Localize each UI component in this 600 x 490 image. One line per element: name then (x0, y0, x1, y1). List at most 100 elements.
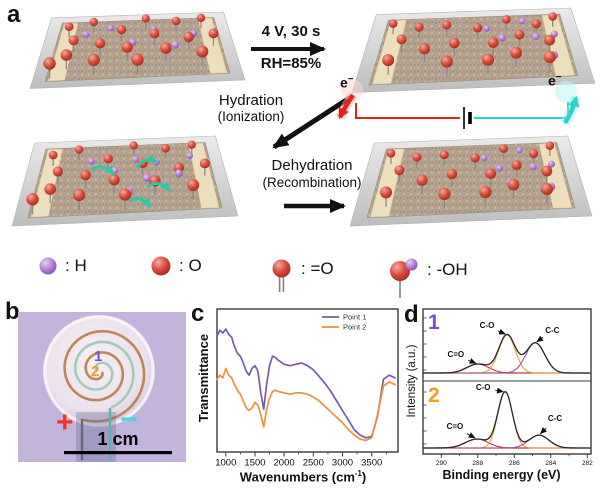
hydrogen-ball-icon (39, 257, 57, 275)
molecule-oxygen (416, 174, 428, 194)
molecule-oxygen (414, 22, 424, 39)
proton-migration-arrow (135, 153, 158, 169)
xps-peak-label-c-c: C-C (545, 326, 559, 335)
proton-migration-arrow (147, 181, 171, 192)
molecule-hydrogen (186, 152, 193, 159)
xps-y-axis-label: Intensity (a.u.) (406, 344, 418, 418)
ftir-chart: 1000 1500 2000 2500 3000 3500 Point 1 Point 2 T… (192, 302, 414, 488)
xps-chart: 290 288 286 284 282 C=O C-O C-C C=O C-O C-C 1 2 In… (403, 302, 600, 488)
xps-x-axis-label: Binding energy (eV) (442, 468, 561, 482)
xps-xtick-label: 290 (436, 460, 447, 467)
xps-xtick-label: 282 (582, 460, 593, 467)
legend-label-oxygen: : O (179, 256, 202, 275)
xps-component-c-c (423, 434, 591, 449)
molecule-oxygen (439, 150, 449, 166)
legend-item-oxygen: : O (150, 255, 202, 277)
xps-spectrum1-label: 1 (428, 311, 440, 334)
molecule-oxygen (199, 158, 210, 176)
molecule-oxygen (131, 53, 144, 75)
xps-component-c=o (423, 363, 591, 374)
molecule-oxygen (89, 17, 99, 33)
xps-xtick-label: 286 (509, 460, 520, 467)
molecule-oxygen (72, 188, 86, 210)
molecule-oxygen (446, 168, 458, 187)
molecule-oxygen (507, 178, 520, 199)
spiral-electrode-negative (73, 340, 135, 409)
molecule-oxygen (418, 43, 430, 63)
external-circuit (335, 79, 581, 129)
electron-flow-arrow-right (563, 95, 580, 125)
molecule-oxygen (382, 54, 395, 75)
molecule-hydrogen (547, 160, 555, 168)
xps-envelope (423, 333, 591, 374)
molecule-oxygen (479, 185, 492, 207)
xps-plot: 290 288 286 284 282 C=O C-O C-C C=O C-O C-C (422, 308, 593, 467)
molecule-oxygen (502, 14, 511, 30)
device-slab-initial (29, 11, 246, 89)
molecule-hydrogen (107, 24, 115, 32)
molecule-hydrogen (82, 31, 90, 38)
spiral-device-image (18, 312, 186, 462)
molecule-hydrogen (88, 158, 95, 165)
hydroxyl-group-icon (390, 258, 418, 298)
xps-xtick-label: 288 (472, 460, 483, 467)
molecule-oxygen (412, 152, 422, 169)
xps-xtick-label: 284 (545, 460, 556, 467)
ftir-xtick-label: 1500 (244, 458, 265, 469)
molecule-oxygen (472, 23, 483, 40)
molecule-oxygen (396, 34, 407, 52)
molecule-oxygen (26, 193, 39, 215)
proton-migration-arrow (129, 197, 152, 208)
molecule-oxygen (74, 145, 84, 160)
molecule-oxygen (80, 169, 91, 188)
mechanism-diagram (11, 7, 596, 227)
molecule-oxygen (129, 141, 138, 156)
molecule-hydrogen (518, 18, 526, 25)
molecule-hydrogen (132, 156, 139, 163)
ftir-xtick-label: 3500 (361, 458, 382, 469)
legend-item-double-bond-oxygen: : =O (270, 250, 334, 292)
molecule-oxygen (380, 186, 393, 207)
molecule-oxygen (440, 55, 453, 77)
hydration-label: Hydration (218, 92, 284, 109)
molecule-oxygen (160, 42, 172, 62)
ftir-curve-point-1 (216, 328, 396, 439)
molecule-oxygen (161, 144, 170, 159)
spiral-electrode-positive (63, 330, 146, 423)
ftir-xtick-label: 2000 (274, 458, 295, 469)
dehydration-label: Dehydration (271, 157, 353, 174)
ftir-legend-label: Point 2 (343, 323, 366, 332)
device-disc (43, 315, 155, 427)
recombination-label: (Recombination) (262, 175, 362, 190)
molecule-oxygen (116, 24, 127, 41)
point1-marker: 1 (94, 348, 103, 365)
molecule-oxygen (196, 45, 209, 66)
molecule-oxygen (141, 14, 150, 29)
molecule-hydrogen (495, 164, 504, 172)
molecule-oxygen (183, 31, 194, 50)
molecule-oxygen (87, 53, 100, 75)
molecule-oxygen (511, 160, 522, 178)
molecule-hydrogen (480, 154, 488, 162)
electrode-strip (369, 148, 405, 218)
molecule-oxygen (43, 57, 56, 79)
legend-item-hydrogen: : H (38, 256, 87, 276)
voltage-time-label: 4 V, 30 s (261, 23, 321, 40)
molecule-oxygen (510, 46, 522, 68)
double-bond-oxygen-icon (272, 259, 291, 292)
molecule-hydrogen (529, 163, 537, 171)
xps-peak-label-c=o: C=O (447, 422, 464, 431)
molecule-oxygen (438, 187, 451, 209)
device-slab-dehydrated (349, 135, 593, 227)
molecule-oxygen (543, 50, 556, 72)
ftir-xtick-label: 3000 (332, 458, 353, 469)
molecule-hydrogen (175, 169, 183, 177)
device-slab-biased (351, 7, 596, 93)
xps-envelope (423, 390, 591, 449)
molecule-hydrogen (483, 25, 490, 32)
ionization-label: (Ionization) (217, 109, 285, 124)
molecule-oxygen (485, 168, 497, 187)
xps-peak-label-c=o: C=O (447, 350, 464, 359)
legend-label-hydrogen: : H (65, 256, 87, 275)
